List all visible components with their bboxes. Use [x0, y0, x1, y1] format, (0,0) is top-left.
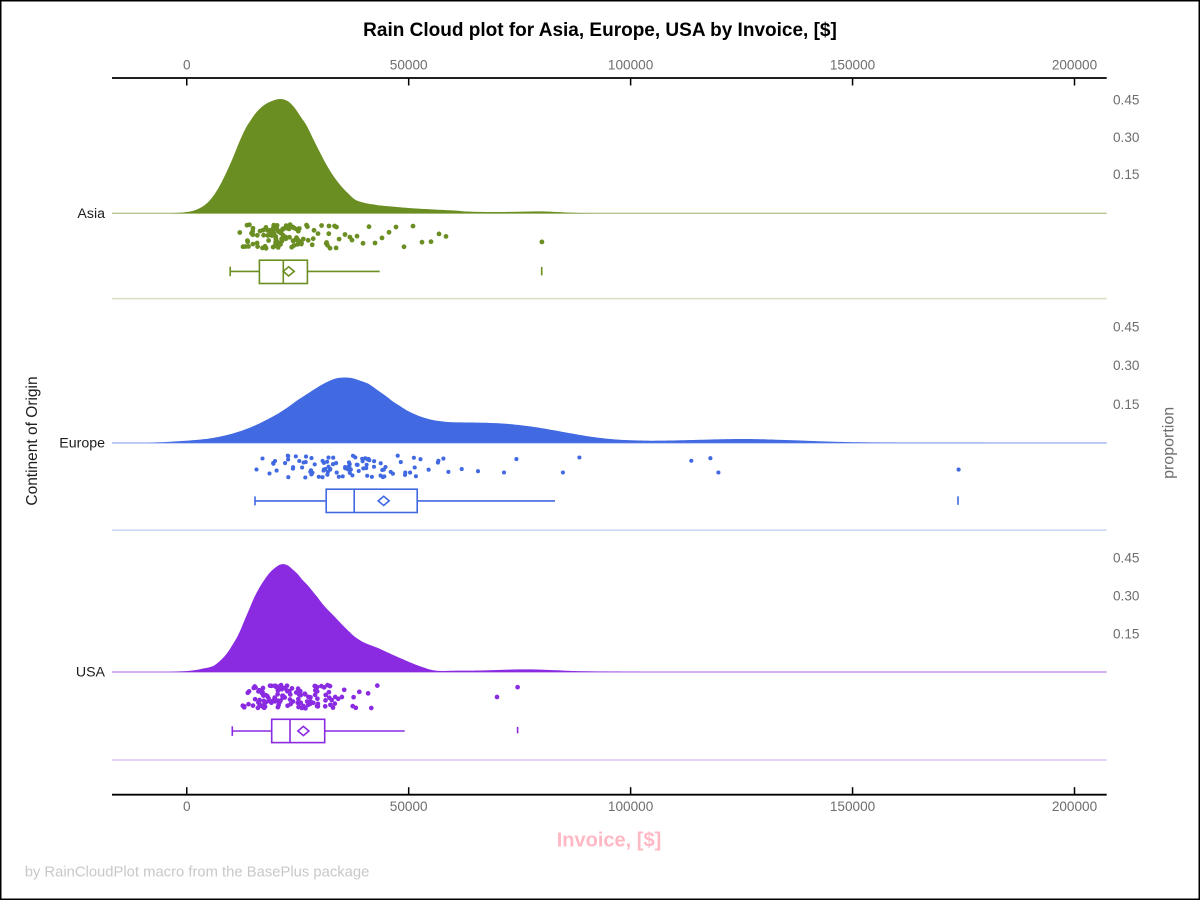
- svg-text:Invoice, [$]: Invoice, [$]: [557, 830, 661, 852]
- svg-text:by RainCloudPlot macro from th: by RainCloudPlot macro from the BasePlus…: [25, 865, 370, 881]
- svg-text:0.15: 0.15: [1113, 397, 1139, 412]
- svg-text:0.30: 0.30: [1113, 130, 1140, 145]
- svg-text:0.45: 0.45: [1113, 93, 1139, 108]
- svg-text:200000: 200000: [1052, 57, 1098, 72]
- svg-text:100000: 100000: [608, 57, 654, 72]
- svg-text:USA: USA: [76, 665, 106, 681]
- svg-text:0.15: 0.15: [1113, 627, 1139, 642]
- svg-text:50000: 50000: [390, 799, 428, 814]
- svg-text:0: 0: [183, 799, 191, 814]
- svg-text:Continent of Origin: Continent of Origin: [24, 376, 41, 505]
- svg-text:Asia: Asia: [77, 206, 105, 222]
- svg-text:50000: 50000: [390, 57, 428, 72]
- svg-text:150000: 150000: [830, 799, 876, 814]
- svg-text:0.15: 0.15: [1113, 167, 1139, 182]
- svg-text:0: 0: [183, 57, 191, 72]
- svg-text:0.30: 0.30: [1113, 589, 1140, 604]
- svg-text:0.30: 0.30: [1113, 358, 1140, 373]
- svg-text:0.45: 0.45: [1113, 550, 1139, 565]
- svg-text:proportion: proportion: [1161, 407, 1178, 479]
- svg-text:0.45: 0.45: [1113, 319, 1139, 334]
- svg-text:200000: 200000: [1052, 799, 1098, 814]
- svg-text:100000: 100000: [608, 799, 654, 814]
- svg-text:Rain Cloud plot for Asia, Euro: Rain Cloud plot for Asia, Europe, USA by…: [363, 20, 837, 41]
- svg-text:Europe: Europe: [59, 436, 105, 452]
- svg-text:150000: 150000: [830, 57, 876, 72]
